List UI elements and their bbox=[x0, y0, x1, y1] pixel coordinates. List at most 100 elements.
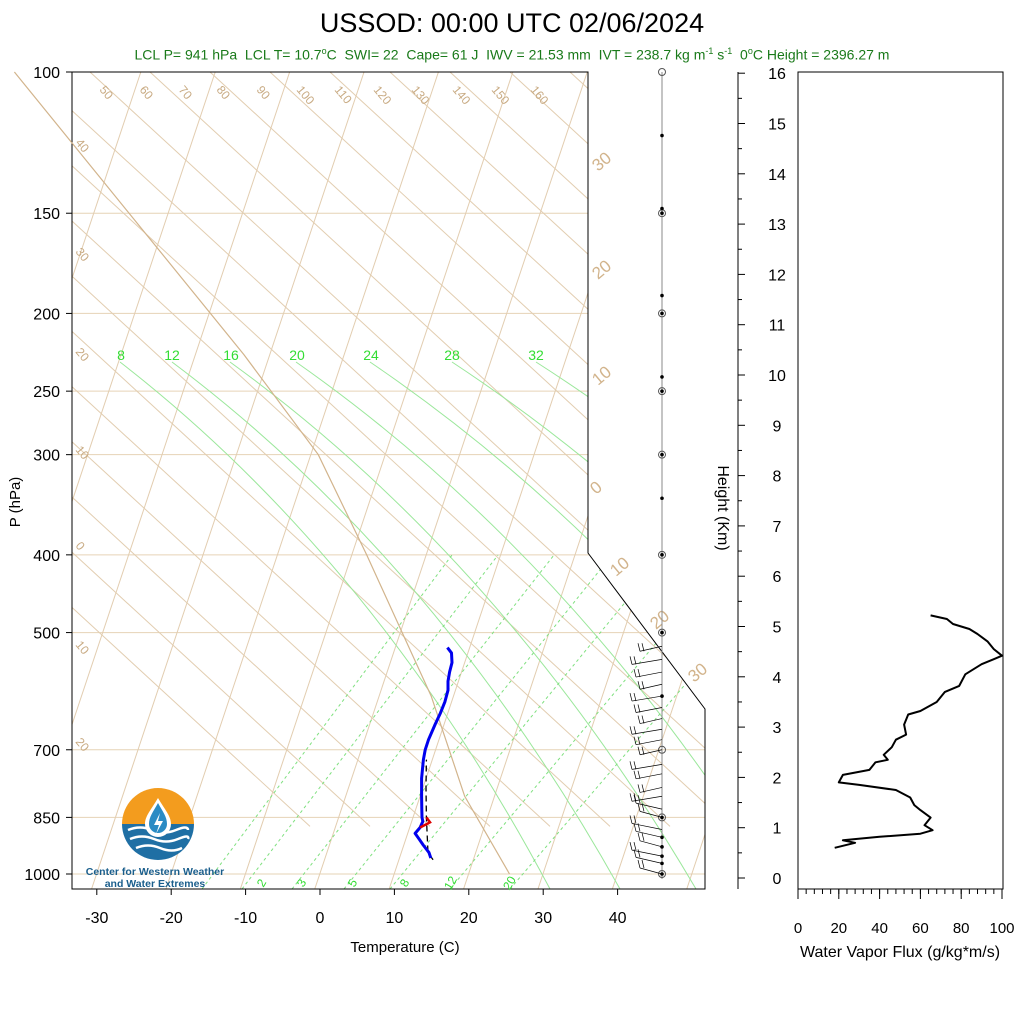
height-tick-label: 7 bbox=[773, 519, 782, 536]
wind-barb-flag bbox=[633, 726, 637, 735]
mixing-ratio-line bbox=[295, 361, 705, 889]
isotherm-line bbox=[462, 72, 705, 889]
cw3e-logo bbox=[88, 784, 228, 894]
mixing-ratio-label: 24 bbox=[363, 347, 379, 363]
dry-adiabat-line bbox=[89, 72, 705, 827]
wind-level-dot bbox=[660, 206, 664, 211]
wind-barb bbox=[639, 840, 663, 848]
dry-adiabat-line bbox=[509, 72, 705, 827]
height-tick-label: 3 bbox=[773, 720, 782, 737]
x-tick-label: -10 bbox=[234, 910, 257, 927]
wind-barb-flag bbox=[641, 784, 645, 793]
isotherm-label: 20 bbox=[588, 256, 615, 283]
wind-barb-flag bbox=[637, 643, 641, 652]
water-vapor-flux-line bbox=[834, 614, 1003, 849]
isotherm-line bbox=[72, 72, 291, 889]
wind-level-circle bbox=[658, 813, 666, 822]
wind-barb-flag bbox=[633, 842, 637, 851]
dry-adiabat-line bbox=[569, 72, 705, 827]
dry-adiabat-line bbox=[72, 72, 551, 827]
y-tick-label: 500 bbox=[33, 626, 60, 643]
logo-caption-line1: Center for Western Weather bbox=[85, 866, 225, 878]
mixing-ratio-label: 28 bbox=[444, 347, 460, 363]
wind-barb-flag bbox=[637, 832, 641, 841]
dry-adiabat-line bbox=[72, 72, 705, 827]
x-tick-label: -30 bbox=[85, 910, 108, 927]
dry-adiabat-left-label: 40 bbox=[73, 136, 93, 155]
mixing-ratio-line bbox=[451, 361, 705, 889]
height-tick-label: 14 bbox=[768, 167, 786, 184]
wind-level-circle bbox=[658, 870, 666, 878]
ivt-value: IVT = 238.7 kg m bbox=[598, 46, 706, 63]
wind-barb-flag bbox=[633, 704, 637, 713]
mixing-ratio-label: 16 bbox=[223, 347, 239, 363]
mixing-ratio-label: 32 bbox=[528, 347, 544, 363]
dry-adiabat-label: 130 bbox=[409, 83, 433, 108]
isotherm-line bbox=[536, 72, 705, 889]
isotherm-line bbox=[313, 72, 588, 889]
dry-adiabat-line bbox=[149, 72, 705, 827]
isotherm-label: 10 bbox=[606, 553, 633, 580]
y-tick-label: 300 bbox=[33, 448, 60, 465]
isotherm-label: 20 bbox=[646, 606, 673, 633]
mixing-ratio-line bbox=[119, 361, 551, 889]
isotherm-line bbox=[239, 72, 514, 889]
height-tick-label: 15 bbox=[768, 117, 786, 134]
y-tick-label: 1000 bbox=[24, 867, 60, 884]
flux-plot-border bbox=[797, 71, 1004, 890]
swi-value: SWI= 22 bbox=[344, 46, 399, 63]
wind-level-circle bbox=[658, 387, 666, 396]
isotherm-line bbox=[164, 72, 439, 889]
wind-barb-flag bbox=[637, 849, 641, 858]
y-tick-label: 700 bbox=[33, 743, 60, 760]
reference-profile-line bbox=[13, 71, 511, 875]
height-tick-label: 5 bbox=[773, 620, 782, 637]
dry-adiabat-left-label: 0 bbox=[73, 539, 88, 553]
dry-adiabat-line bbox=[689, 72, 705, 827]
height-tick-label: 10 bbox=[768, 368, 786, 385]
wind-barb-flag bbox=[633, 761, 637, 770]
wind-level-dot bbox=[660, 389, 664, 393]
wind-barb-flag bbox=[629, 842, 633, 851]
flux-x-tick-label: 100 bbox=[989, 920, 1014, 937]
wind-barb-flag bbox=[637, 704, 641, 713]
height-tick-label: 8 bbox=[773, 469, 782, 486]
wind-barb bbox=[639, 867, 663, 875]
mixing-ratio-line bbox=[369, 361, 705, 889]
flux-x-tick-label: 20 bbox=[830, 920, 847, 937]
moist-adiabat-line bbox=[449, 554, 705, 889]
wind-barb-flag bbox=[641, 859, 645, 869]
wind-barb bbox=[635, 830, 663, 838]
dry-adiabat-left-label: 30 bbox=[73, 245, 93, 264]
isotherm-label: 0 bbox=[586, 477, 605, 498]
wind-barb-flag bbox=[629, 761, 633, 770]
iwv-value: IWV = 21.53 mm bbox=[486, 46, 591, 63]
flux-x-tick-label: 0 bbox=[794, 920, 802, 937]
temperature-profile-line bbox=[413, 646, 454, 859]
wind-barb-flag bbox=[637, 770, 641, 779]
isotherm-label: 30 bbox=[588, 148, 615, 175]
wind-barb-flag bbox=[637, 681, 641, 690]
dry-adiabat-line bbox=[750, 72, 1024, 826]
dry-adiabat-line bbox=[329, 72, 705, 827]
x-tick-label: 0 bbox=[316, 910, 325, 927]
wind-barb-flag bbox=[633, 823, 637, 832]
isotherm-label: 30 bbox=[684, 659, 711, 686]
y-tick-label: 150 bbox=[33, 206, 60, 223]
dry-adiabat-label: 140 bbox=[450, 83, 474, 108]
wind-barb-flag bbox=[633, 668, 637, 678]
wind-barb bbox=[631, 849, 663, 857]
wind-barb bbox=[635, 773, 663, 780]
dry-adiabat-line bbox=[72, 72, 671, 827]
wind-barb-flag bbox=[629, 815, 633, 824]
wind-barb-flag bbox=[637, 803, 641, 812]
dry-adiabat-line bbox=[72, 72, 371, 827]
isotherm-line bbox=[611, 72, 705, 889]
wind-barb-flag bbox=[637, 784, 641, 793]
logo-caption-line2: and Water Extremes bbox=[104, 878, 206, 890]
moist-adiabat-line bbox=[201, 554, 453, 889]
wind-barb bbox=[631, 764, 663, 770]
lcl-temperature: LCL T= 10.7 bbox=[244, 46, 322, 63]
moist-adiabat-line bbox=[291, 554, 555, 889]
